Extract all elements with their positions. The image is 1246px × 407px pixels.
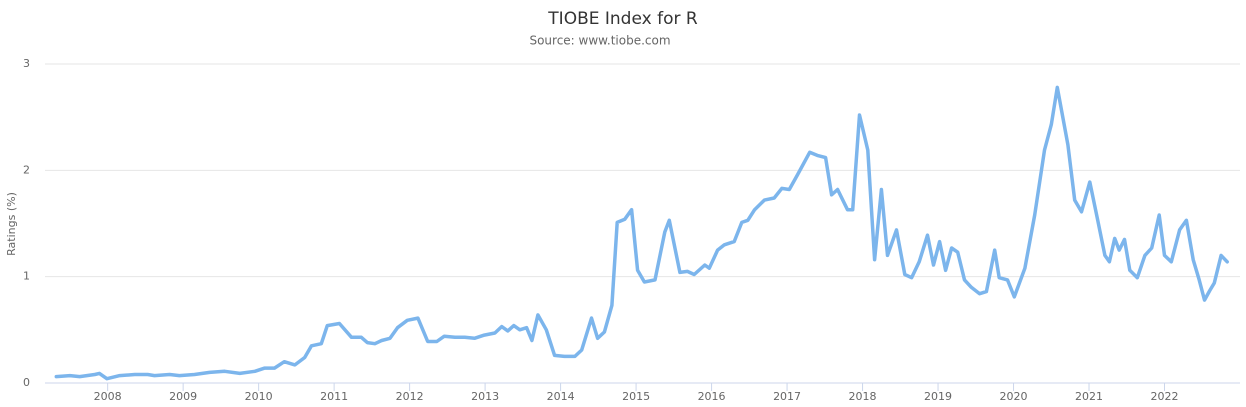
x-tick-label: 2010: [245, 390, 273, 403]
chart-subtitle: Source: www.tiobe.com: [529, 34, 670, 48]
x-tick-label: 2015: [622, 390, 650, 403]
chart-title: TIOBE Index for R: [547, 9, 698, 29]
x-tick-label: 2013: [471, 390, 499, 403]
x-tick-label: 2012: [396, 390, 424, 403]
y-tick-label: 0: [23, 376, 30, 389]
line-series: [54, 85, 1229, 381]
y-axis-label: Ratings (%): [5, 192, 18, 256]
x-tick-label: 2011: [320, 390, 348, 403]
y-tick-label: 3: [23, 57, 30, 70]
x-tick-label: 2019: [924, 390, 952, 403]
y-tick-label: 2: [23, 163, 30, 176]
x-tick-label: 2018: [849, 390, 877, 403]
x-tick-label: 2021: [1075, 390, 1103, 403]
x-tick-label: 2016: [698, 390, 726, 403]
x-tick-label: 2008: [94, 390, 122, 403]
x-tick-label: 2014: [547, 390, 575, 403]
x-tick-label: 2009: [169, 390, 197, 403]
x-tick-label: 2017: [773, 390, 801, 403]
y-tick-label: 1: [23, 270, 30, 283]
x-tick-label: 2020: [1000, 390, 1028, 403]
x-tick-label: 2022: [1151, 390, 1179, 403]
